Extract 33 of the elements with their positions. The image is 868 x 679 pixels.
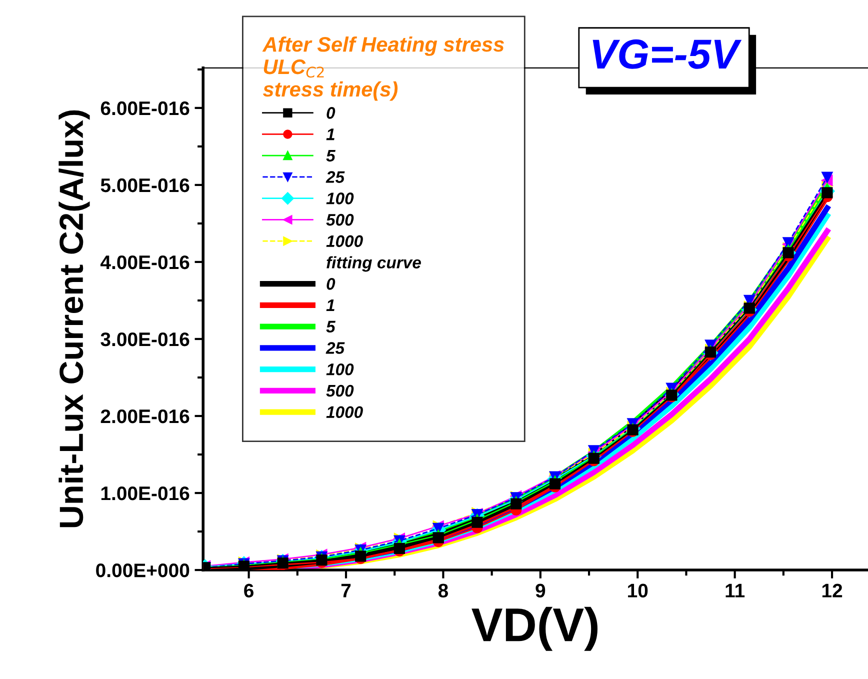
legend-label: 25 [326,342,345,354]
legend-label: 100 [326,192,354,204]
x-tick-label: 9 [536,584,546,598]
x-tick-label: 10 [628,584,648,598]
y-axis-title: Unit-Lux Current C2(A/lux) [58,110,90,528]
y-tick-label: 3.00E-016 [100,332,190,346]
legend-label: 1000 [326,235,363,248]
annotation: fitting curve [326,256,421,272]
x-tick-label: 11 [726,584,745,598]
legend-label: 1 [326,300,334,312]
x-tick-label: 7 [341,584,351,598]
y-tick-label: 5.00E-016 [100,178,190,192]
legend-label: 100 [326,363,354,376]
y-tick-label: 1.00E-016 [101,486,190,500]
legend-label: 5 [326,150,336,162]
y-tick-label: 6.00E-016 [100,101,190,116]
y-tick-label: 4.00E-016 [100,255,190,270]
y-tick-label: 2.00E-016 [100,409,190,424]
legend-label: 25 [326,171,345,183]
x-axis-title: VD(V) [472,606,598,651]
x-tick-label: 8 [438,584,448,598]
legend-label: 0 [326,107,336,119]
legend-label: 1 [326,128,334,140]
x-tick-label: 6 [244,584,254,598]
y-tick-label: 0.00E+000 [96,563,190,578]
legend-label: 1000 [326,406,363,418]
legend-title: After Self Heating stress ULC$_{C2}$ stress time(s) [262,36,504,101]
legend-label: 5 [326,320,336,333]
legend-label: 500 [326,384,354,397]
annotation: VG=-5V [592,39,742,69]
legend-label: 0 [326,278,336,290]
legend-label: 500 [326,214,354,226]
x-tick-label: 12 [822,584,842,598]
